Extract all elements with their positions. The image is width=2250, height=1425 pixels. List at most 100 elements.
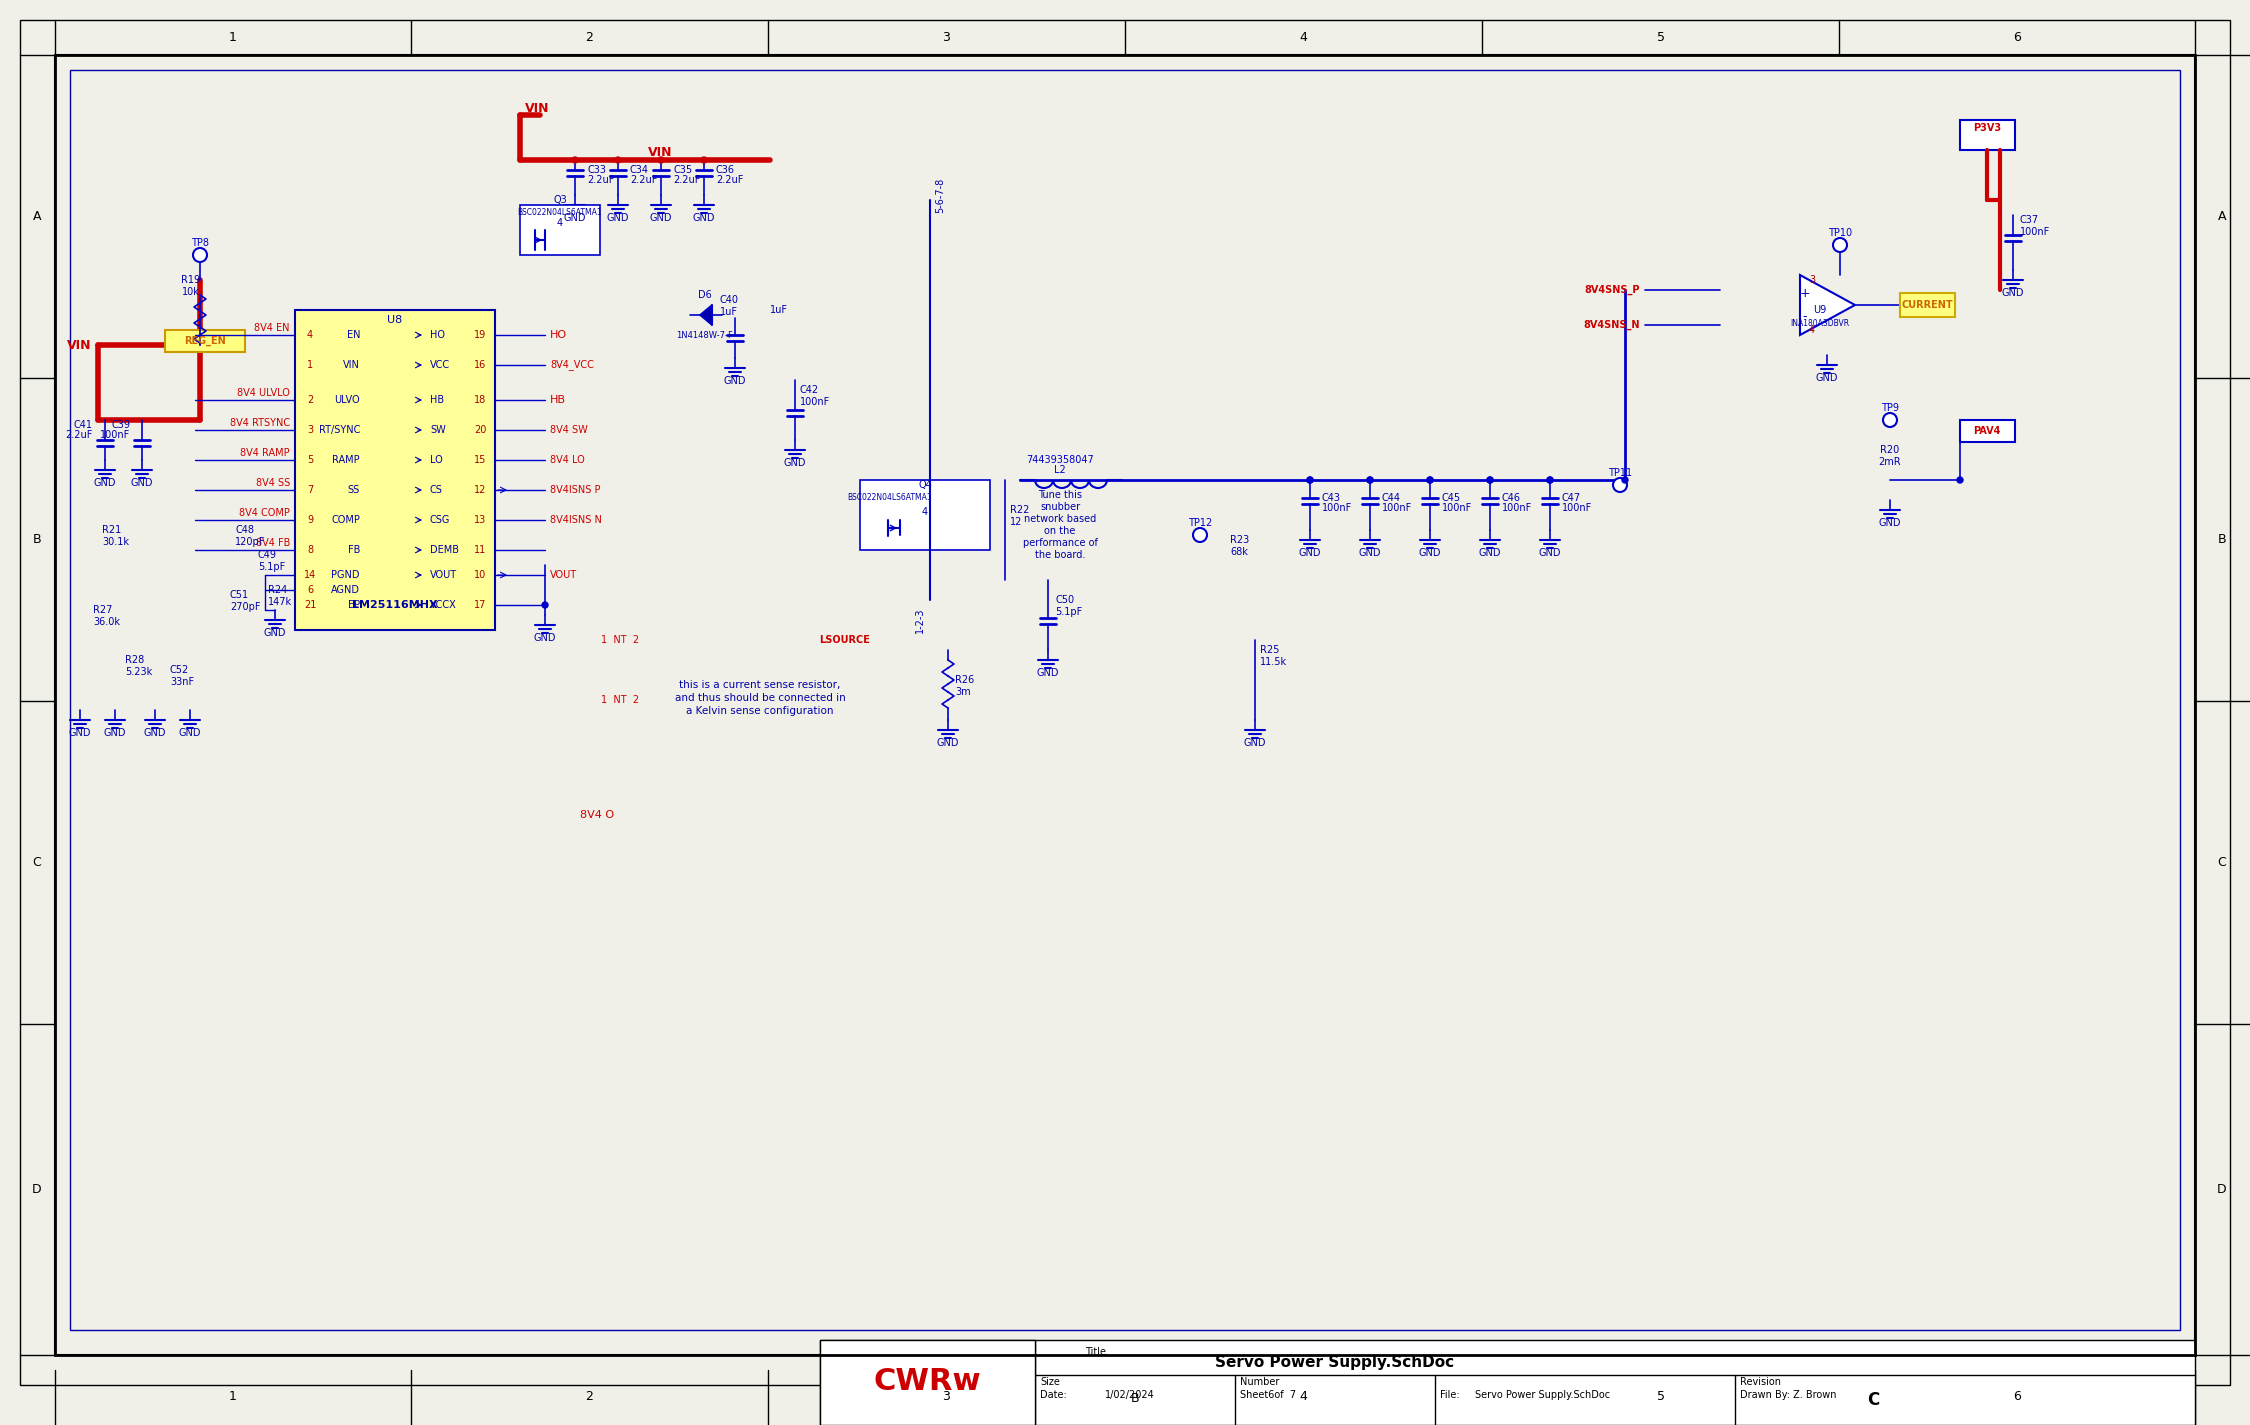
Circle shape [1307, 477, 1314, 483]
Text: 3: 3 [943, 1391, 950, 1404]
Text: HB: HB [549, 395, 567, 405]
Text: VOUT: VOUT [549, 570, 576, 580]
Text: 5-6-7-8: 5-6-7-8 [936, 177, 945, 212]
Text: 3: 3 [943, 30, 950, 44]
Text: TP9: TP9 [1881, 403, 1899, 413]
Text: B: B [1132, 1391, 1138, 1405]
Circle shape [1958, 477, 1962, 483]
Text: 11: 11 [475, 544, 486, 554]
Text: A: A [2218, 209, 2225, 222]
Text: 8V4 ULVLO: 8V4 ULVLO [236, 388, 290, 398]
Text: GND: GND [724, 376, 747, 386]
Text: Tune this: Tune this [1037, 490, 1082, 500]
Text: C48: C48 [234, 524, 254, 534]
Bar [860, 480, 990, 550]
Text: AGND: AGND [331, 586, 360, 596]
Text: GND: GND [650, 212, 673, 222]
Circle shape [614, 157, 621, 162]
Circle shape [1548, 477, 1552, 483]
Text: this is a current sense resistor,: this is a current sense resistor, [680, 680, 842, 690]
Circle shape [1834, 238, 1847, 252]
Text: C34: C34 [630, 165, 648, 175]
Text: 1: 1 [229, 1391, 236, 1404]
Text: 270pF: 270pF [229, 601, 261, 611]
Text: 1uF: 1uF [720, 306, 738, 316]
Circle shape [657, 157, 664, 162]
Text: 8V4ISNS P: 8V4ISNS P [549, 485, 601, 494]
Text: 8V4 O: 8V4 O [580, 809, 614, 819]
Text: SW: SW [430, 425, 446, 435]
Circle shape [542, 601, 549, 608]
Text: 100nF: 100nF [2020, 227, 2050, 237]
Text: GND: GND [178, 728, 200, 738]
Text: 5: 5 [306, 455, 313, 465]
Text: 1-2-3: 1-2-3 [916, 607, 925, 633]
Text: snubber: snubber [1040, 502, 1080, 512]
Text: 17: 17 [475, 600, 486, 610]
Text: 13: 13 [475, 514, 486, 524]
Text: Revision: Revision [1739, 1377, 1782, 1387]
Text: 8V4 FB: 8V4 FB [256, 539, 290, 549]
Text: GND: GND [70, 728, 92, 738]
Text: 8V4 LO: 8V4 LO [549, 455, 585, 465]
Text: RAMP: RAMP [333, 455, 360, 465]
Text: 8V4SNS_P: 8V4SNS_P [1584, 285, 1640, 295]
Text: 20: 20 [475, 425, 486, 435]
Text: 4: 4 [922, 507, 927, 517]
Text: 12: 12 [475, 485, 486, 494]
Text: C52: C52 [171, 665, 189, 675]
Text: 12: 12 [1010, 517, 1022, 527]
Text: INA180A3DBVR: INA180A3DBVR [1791, 319, 1849, 328]
Circle shape [193, 248, 207, 262]
Text: 2.2uF: 2.2uF [630, 175, 657, 185]
Text: 10: 10 [475, 570, 486, 580]
Text: C37: C37 [2020, 215, 2038, 225]
Text: 2.2uF: 2.2uF [65, 430, 92, 440]
Text: 10k: 10k [182, 286, 200, 296]
Circle shape [1426, 477, 1433, 483]
Text: L2: L2 [1053, 465, 1066, 475]
Bar [1899, 294, 1955, 316]
Text: VOUT: VOUT [430, 570, 457, 580]
Circle shape [1307, 477, 1314, 483]
Text: GND: GND [608, 212, 630, 222]
Text: a Kelvin sense configuration: a Kelvin sense configuration [686, 705, 835, 715]
Bar [1960, 120, 2016, 150]
Text: 8V4 EN: 8V4 EN [254, 323, 290, 333]
Text: TP8: TP8 [191, 238, 209, 248]
Text: File:: File: [1440, 1389, 1460, 1399]
Text: R27: R27 [92, 606, 112, 616]
Text: 18: 18 [475, 395, 486, 405]
Text: HB: HB [430, 395, 443, 405]
Text: 14: 14 [304, 570, 315, 580]
Text: D6: D6 [698, 291, 711, 301]
Text: -: - [1802, 311, 1807, 323]
Text: 1: 1 [229, 30, 236, 44]
Text: and thus should be connected in: and thus should be connected in [675, 693, 846, 703]
Text: C47: C47 [1562, 493, 1582, 503]
Circle shape [1883, 413, 1897, 427]
Text: 8V4 RTSYNC: 8V4 RTSYNC [229, 418, 290, 428]
Circle shape [702, 157, 706, 162]
Text: GND: GND [130, 477, 153, 487]
Text: R22: R22 [1010, 504, 1030, 514]
Text: BSC022N04LS6ATMA1: BSC022N04LS6ATMA1 [848, 493, 932, 502]
Text: the board.: the board. [1035, 550, 1084, 560]
Text: 2: 2 [585, 30, 594, 44]
Text: 16: 16 [475, 361, 486, 370]
Text: CWRw: CWRw [873, 1368, 981, 1396]
Text: 1/02/2024: 1/02/2024 [1105, 1389, 1154, 1399]
Text: P3V3: P3V3 [1973, 123, 2000, 133]
Text: D: D [32, 1183, 43, 1196]
Text: Title: Title [1084, 1347, 1107, 1357]
Text: 5: 5 [1656, 1391, 1665, 1404]
Text: PGND: PGND [331, 570, 360, 580]
Bar [819, 1340, 2196, 1425]
Text: +: + [1800, 286, 1811, 299]
Text: network based: network based [1024, 514, 1096, 524]
Text: C33: C33 [587, 165, 605, 175]
Text: R23: R23 [1231, 534, 1249, 544]
Text: 100nF: 100nF [1323, 503, 1352, 513]
Text: PAV4: PAV4 [1973, 426, 2000, 436]
Text: GND: GND [1420, 549, 1442, 559]
